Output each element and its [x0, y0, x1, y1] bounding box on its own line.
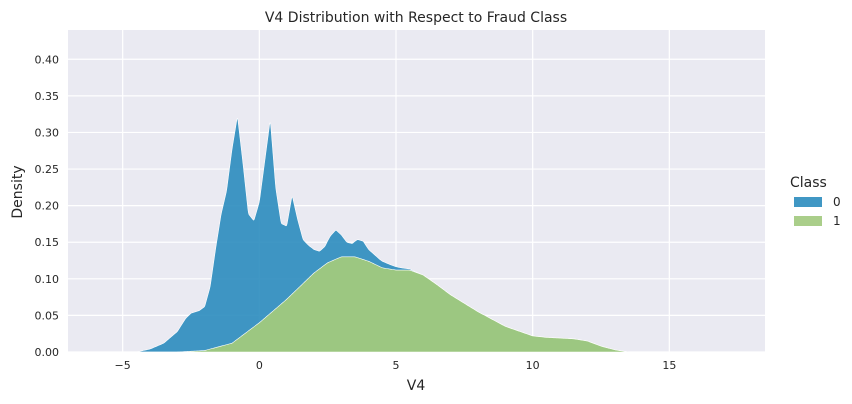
y-tick-label: 0.40	[35, 53, 60, 66]
legend-swatch-0	[794, 197, 822, 207]
legend-swatch-1	[794, 216, 822, 226]
series-1-area	[67, 256, 765, 353]
x-axis-label: V4	[407, 378, 426, 394]
y-tick-label: 0.05	[35, 309, 60, 322]
y-tick-label: 0.10	[35, 273, 60, 286]
grid-lines	[68, 30, 765, 353]
y-tick-label: 0.30	[35, 126, 60, 139]
legend-label-0: 0	[833, 195, 841, 209]
legend-label-1: 1	[833, 214, 841, 228]
y-tick-label: 0.00	[35, 346, 60, 359]
legend-title: Class	[790, 175, 827, 191]
x-tick-labels: −5 0 5 10 15	[115, 359, 677, 372]
x-tick-label: 5	[393, 359, 400, 372]
x-tick-label: −5	[115, 359, 131, 372]
x-tick-label: 10	[526, 359, 540, 372]
y-tick-label: 0.25	[35, 163, 60, 176]
y-tick-label: 0.15	[35, 236, 60, 249]
y-axis-label: Density	[10, 165, 26, 218]
density-areas	[67, 118, 765, 353]
y-tick-label: 0.35	[35, 90, 60, 103]
y-tick-label: 0.20	[35, 200, 60, 213]
chart-title: V4 Distribution with Respect to Fraud Cl…	[265, 10, 567, 26]
x-tick-label: 15	[662, 359, 676, 372]
legend: Class 0 1	[790, 175, 841, 228]
x-tick-label: 0	[256, 359, 263, 372]
y-tick-labels: 0.00 0.05 0.10 0.15 0.20 0.25 0.30 0.35 0.40	[35, 53, 60, 359]
